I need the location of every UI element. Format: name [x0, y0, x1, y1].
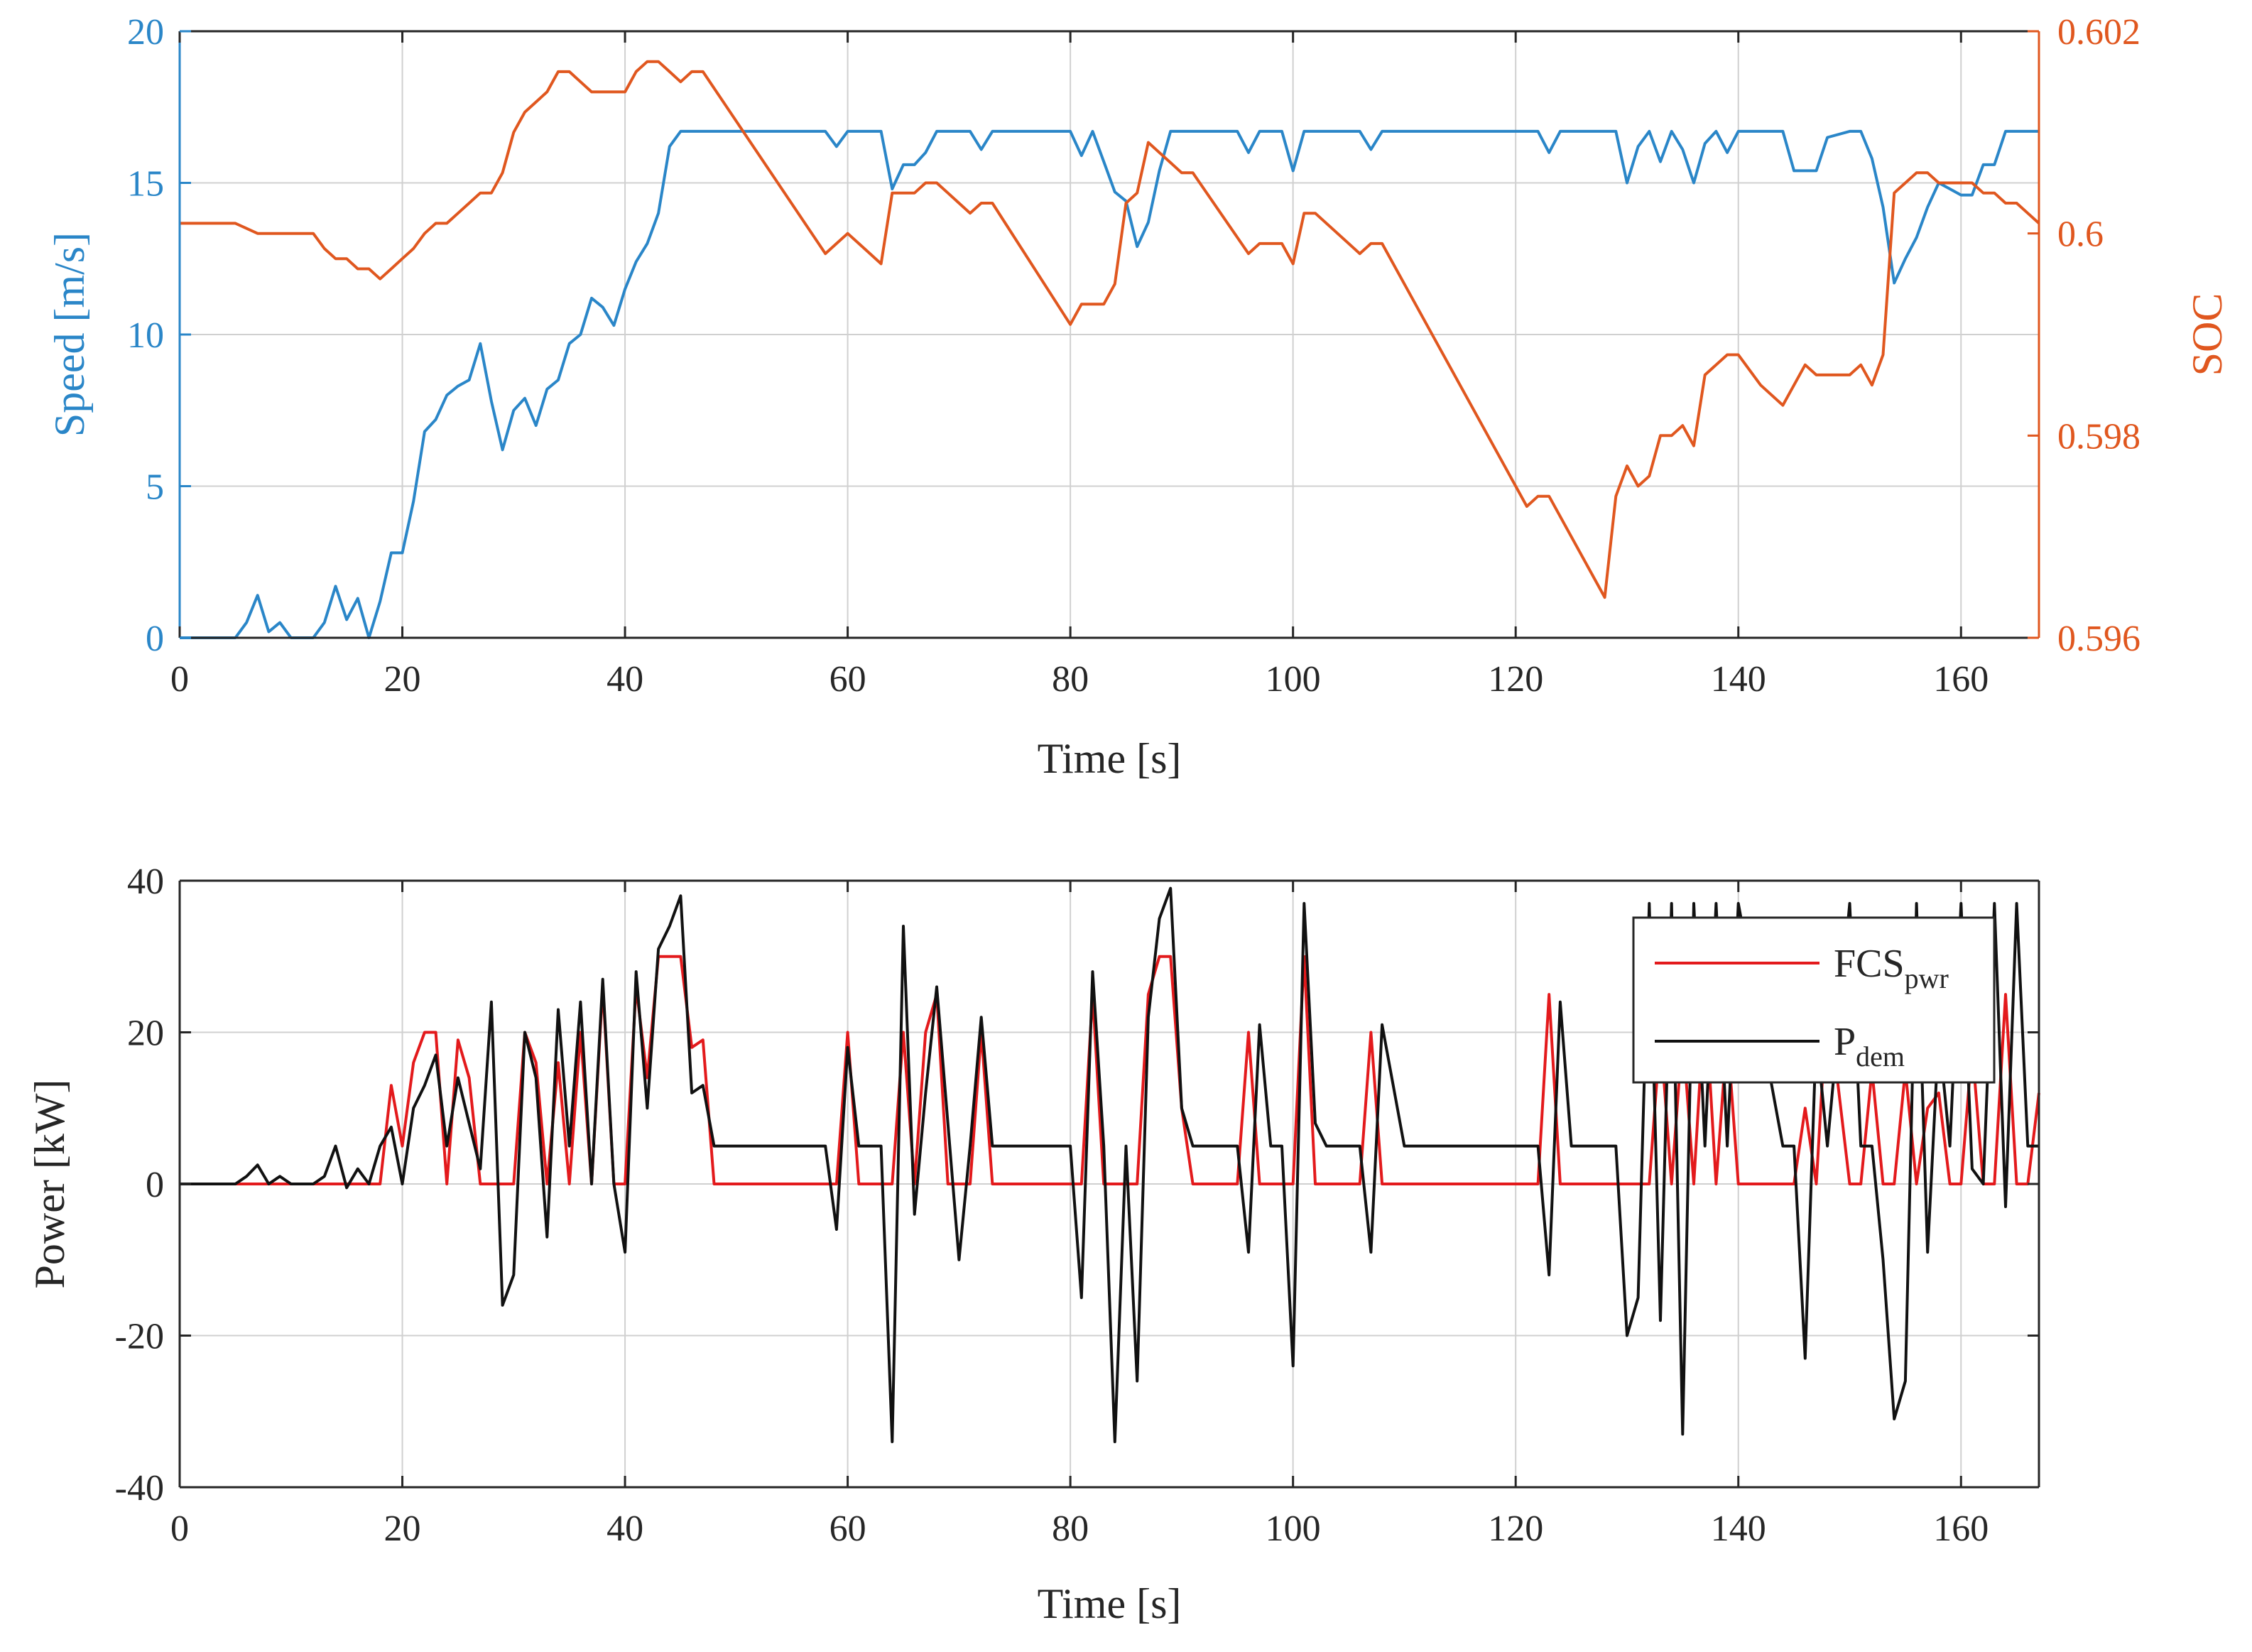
x-tick-label: 60 [829, 659, 866, 700]
x-tick-label: 160 [1933, 1509, 1989, 1549]
series-line-fcs-pwr [180, 955, 2040, 1185]
x-tick-label: 60 [829, 1509, 866, 1549]
series-line-speed [180, 129, 2039, 639]
x-tick-label: 160 [1933, 659, 1989, 700]
legend: FCSpwr Pdem [1632, 916, 1996, 1084]
x-tick-label: 100 [1266, 659, 1321, 700]
x-tick-label: 40 [606, 659, 643, 700]
top-y-axis-label-right: SOC [2184, 293, 2231, 376]
x-tick-label: 120 [1488, 659, 1543, 700]
y-tick-label-right: 0.602 [2057, 12, 2141, 53]
bottom-tick-labels: 0 20 40 60 80 100 120 140 160 -40 -20 0 20 40 [115, 862, 1989, 1549]
y-tick-label-right: 0.6 [2057, 214, 2104, 255]
legend-box [1632, 916, 1996, 1084]
x-tick-label: 0 [170, 1509, 189, 1549]
top-y-axis-label-left: Speed [m/s] [46, 232, 93, 437]
x-tick-label: 100 [1266, 1509, 1321, 1549]
y-tick-label: 0 [146, 619, 164, 659]
x-tick-label: 140 [1711, 659, 1766, 700]
x-tick-label: 0 [170, 659, 189, 700]
y-tick-label: 20 [127, 1014, 164, 1054]
y-tick-label: 15 [127, 164, 164, 205]
bottom-series-layer [180, 886, 2040, 1443]
power-chart: 0 20 40 60 80 100 120 140 160 -40 -20 0 20 40 Time [s… [26, 862, 2040, 1627]
legend-label-pdem: Pdem [1834, 1020, 1905, 1072]
series-line-p-dem [180, 886, 2039, 1443]
x-tick-label: 20 [384, 659, 421, 700]
top-tick-labels: 0 20 40 60 80 100 120 140 160 0 5 10 15 20 0.596 0.598 0… [127, 12, 2141, 700]
y-tick-label: -20 [115, 1317, 164, 1357]
top-x-axis-label: Time [s] [1038, 735, 1182, 782]
y-tick-label: 20 [127, 12, 164, 53]
x-tick-label: 80 [1052, 659, 1089, 700]
x-tick-label: 40 [606, 1509, 643, 1549]
bottom-x-axis-label: Time [s] [1038, 1580, 1182, 1627]
y-tick-label: 0 [146, 1165, 164, 1205]
bottom-y-axis-label: Power [kW] [26, 1080, 73, 1289]
x-tick-label: 80 [1052, 1509, 1089, 1549]
y-tick-label: -40 [115, 1468, 164, 1509]
bottom-axes [178, 879, 2040, 1489]
series-line-soc [180, 60, 2040, 599]
x-tick-label: 140 [1711, 1509, 1766, 1549]
y-tick-label: 40 [127, 862, 164, 902]
y-tick-label-right: 0.598 [2057, 416, 2141, 457]
x-tick-label: 120 [1488, 1509, 1543, 1549]
legend-label-fcs: FCSpwr [1834, 942, 1949, 994]
speed-soc-chart: 0 20 40 60 80 100 120 140 160 0 5 10 15 20 0.596 0.598 0… [46, 12, 2231, 782]
top-series-layer [180, 60, 2040, 639]
y-tick-label: 10 [127, 315, 164, 356]
x-tick-label: 20 [384, 1509, 421, 1549]
y-tick-label-right: 0.596 [2057, 619, 2141, 659]
y-tick-label: 5 [146, 467, 164, 508]
top-axes [178, 30, 2040, 639]
